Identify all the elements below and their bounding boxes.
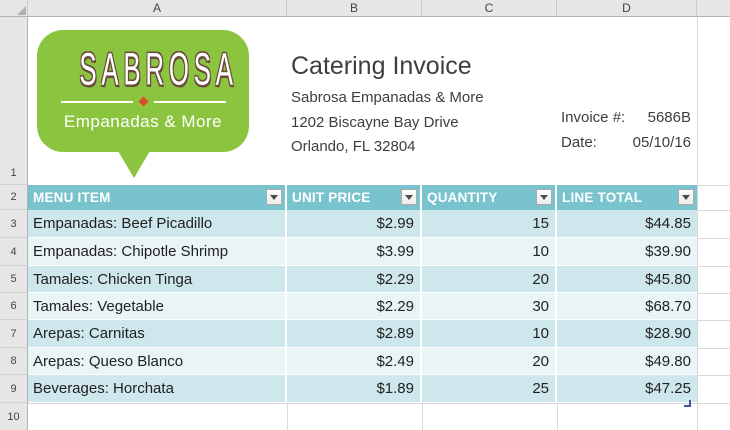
gridline [28, 403, 730, 404]
invoice-date-value: 05/10/16 [632, 134, 691, 151]
row-header-4[interactable]: 4 [0, 238, 27, 266]
header-unit-price[interactable]: UNIT PRICE [287, 185, 422, 210]
invoice-number-value: 5686B [647, 109, 691, 126]
cell-a6[interactable]: Tamales: Vegetable [28, 293, 287, 319]
cell-a3[interactable]: Empanadas: Beef Picadillo [28, 210, 287, 237]
cell-d4[interactable]: $39.90 [557, 238, 697, 265]
table-row: Arepas: Queso Blanco $2.49 20 $49.80 [28, 348, 697, 375]
cell-a7[interactable]: Arepas: Carnitas [28, 320, 287, 347]
table-resize-handle[interactable] [684, 400, 691, 407]
filter-dropdown-icon [405, 194, 413, 200]
row-number-gutter: 1 2 3 4 5 6 7 8 9 10 [0, 17, 28, 430]
filter-button[interactable] [266, 189, 282, 205]
cell-c5[interactable]: 20 [422, 266, 557, 292]
table-row: Tamales: Chicken Tinga $2.29 20 $45.80 [28, 266, 697, 293]
filter-dropdown-icon [540, 194, 548, 200]
invoice-table: MENU ITEM UNIT PRICE QUANTITY LINE TOTAL… [28, 185, 697, 403]
column-header-strip: A B C D [0, 0, 730, 17]
cell-a8[interactable]: Arepas: Queso Blanco [28, 348, 287, 374]
column-header-e-partial[interactable] [697, 0, 730, 16]
cell-d5[interactable]: $45.80 [557, 266, 697, 292]
cell-b4[interactable]: $3.99 [287, 238, 422, 265]
table-header-row: MENU ITEM UNIT PRICE QUANTITY LINE TOTAL [28, 185, 697, 210]
gridline [697, 17, 698, 430]
filter-dropdown-icon [270, 194, 278, 200]
worksheet-area: SABROSA Empanadas & More Catering Invoic… [28, 17, 730, 430]
invoice-title-block: Catering Invoice Sabrosa Empanadas & Mor… [291, 50, 484, 160]
cell-b7[interactable]: $2.89 [287, 320, 422, 347]
row-header-8[interactable]: 8 [0, 348, 27, 375]
sabrosa-logo: SABROSA Empanadas & More [37, 30, 249, 152]
cell-c7[interactable]: 10 [422, 320, 557, 347]
cell-d8[interactable]: $49.80 [557, 348, 697, 374]
address-line-1: 1202 Biscayne Bay Drive [291, 113, 459, 131]
cell-b5[interactable]: $2.29 [287, 266, 422, 292]
diamond-icon [138, 96, 148, 107]
row-header-10[interactable]: 10 [7, 410, 20, 423]
row-header-3[interactable]: 3 [0, 210, 27, 238]
cell-b3[interactable]: $2.99 [287, 210, 422, 237]
logo-speech-tail [118, 151, 150, 178]
column-header-d[interactable]: D [557, 0, 697, 16]
row-header-2[interactable]: 2 [0, 185, 27, 210]
filter-button[interactable] [401, 189, 417, 205]
invoice-meta: Invoice #: 5686B Date: 05/10/16 [561, 105, 691, 155]
logo-brand-text: SABROSA [79, 44, 238, 96]
cell-b9[interactable]: $1.89 [287, 375, 422, 402]
cell-d7[interactable]: $28.90 [557, 320, 697, 347]
invoice-date-label: Date: [561, 134, 597, 151]
address-line-2: Orlando, FL 32804 [291, 138, 416, 155]
cell-c3[interactable]: 15 [422, 210, 557, 237]
table-row: Empanadas: Chipotle Shrimp $3.99 10 $39.… [28, 238, 697, 266]
cell-c8[interactable]: 20 [422, 348, 557, 374]
column-header-c[interactable]: C [422, 0, 557, 16]
invoice-title: Catering Invoice [291, 52, 472, 80]
row-header-5[interactable]: 5 [0, 266, 27, 293]
header-line-total[interactable]: LINE TOTAL [557, 185, 697, 210]
invoice-number-label: Invoice #: [561, 109, 626, 126]
filter-button[interactable] [536, 189, 552, 205]
logo-divider [37, 96, 249, 107]
invoice-header-row[interactable]: SABROSA Empanadas & More Catering Invoic… [28, 17, 697, 185]
cell-d3[interactable]: $44.85 [557, 210, 697, 237]
filter-button[interactable] [678, 189, 694, 205]
table-row: Arepas: Carnitas $2.89 10 $28.90 [28, 320, 697, 348]
select-all-corner[interactable] [0, 0, 28, 16]
cell-c6[interactable]: 30 [422, 293, 557, 319]
row-header-6[interactable]: 6 [0, 293, 27, 320]
cell-a5[interactable]: Tamales: Chicken Tinga [28, 266, 287, 292]
cell-c9[interactable]: 25 [422, 375, 557, 402]
column-header-b[interactable]: B [287, 0, 422, 16]
row-header-9[interactable]: 9 [0, 375, 27, 403]
cell-d6[interactable]: $68.70 [557, 293, 697, 319]
logo-tagline: Empanadas & More [63, 112, 223, 131]
header-quantity[interactable]: QUANTITY [422, 185, 557, 210]
cell-c4[interactable]: 10 [422, 238, 557, 265]
company-name: Sabrosa Empanadas & More [291, 89, 484, 106]
cell-b8[interactable]: $2.49 [287, 348, 422, 374]
cell-b6[interactable]: $2.29 [287, 293, 422, 319]
header-menu-item[interactable]: MENU ITEM [28, 185, 287, 210]
column-header-a[interactable]: A [28, 0, 287, 16]
table-row: Beverages: Horchata $1.89 25 $47.25 [28, 375, 697, 403]
cell-d9[interactable]: $47.25 [557, 375, 697, 402]
row-header-1[interactable]: 1 [0, 17, 27, 185]
select-all-triangle-icon [17, 6, 26, 15]
filter-dropdown-icon [682, 194, 690, 200]
cell-a4[interactable]: Empanadas: Chipotle Shrimp [28, 238, 287, 265]
table-row: Empanadas: Beef Picadillo $2.99 15 $44.8… [28, 210, 697, 238]
row-header-7[interactable]: 7 [0, 320, 27, 348]
table-row: Tamales: Vegetable $2.29 30 $68.70 [28, 293, 697, 320]
cell-a9[interactable]: Beverages: Horchata [28, 375, 287, 402]
